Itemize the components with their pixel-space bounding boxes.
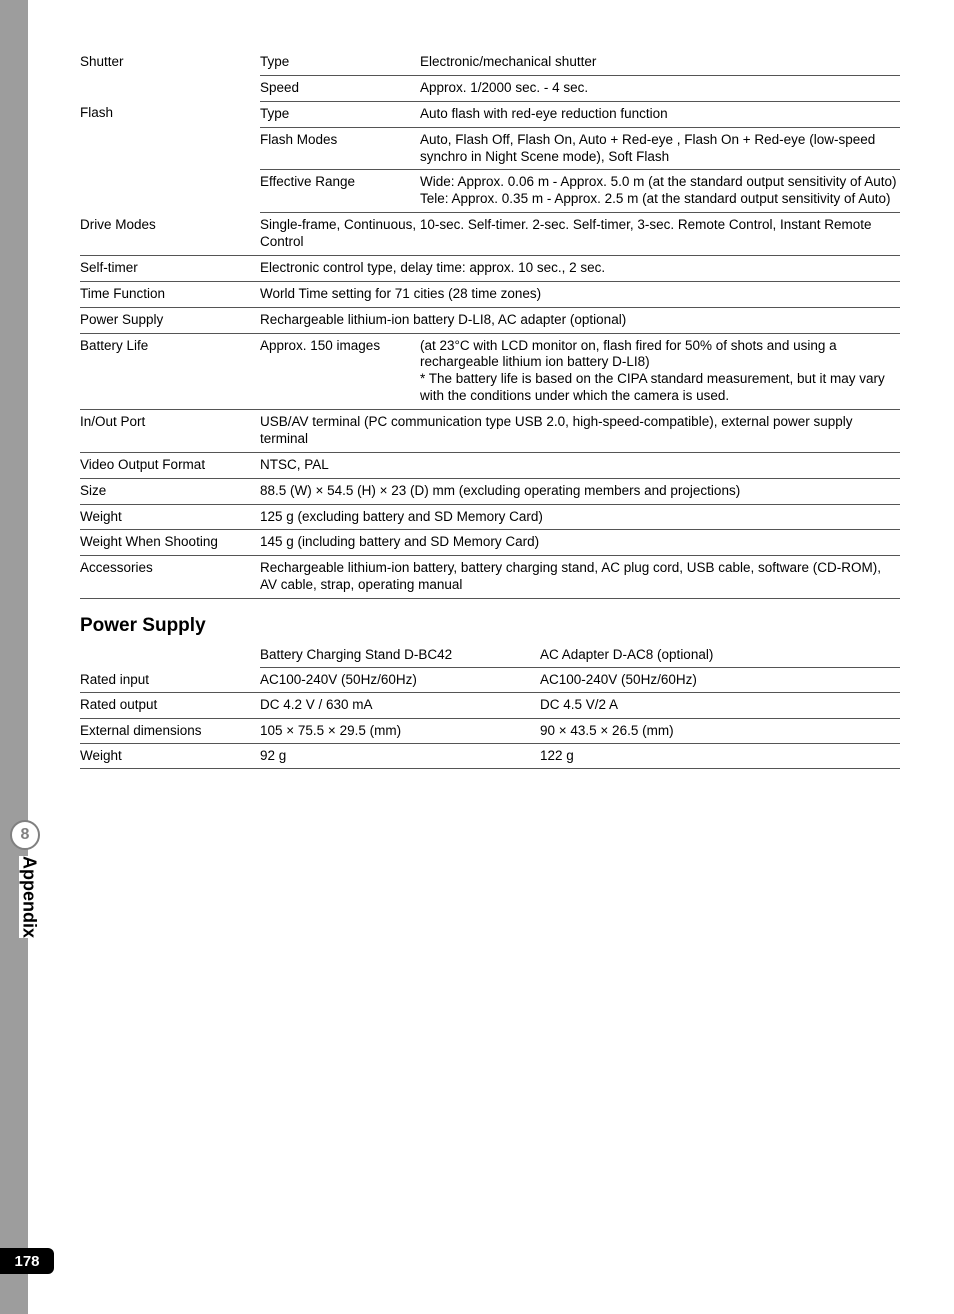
- table-row: Shutter Type Electronic/mechanical shutt…: [80, 50, 900, 75]
- table-row: Weight When Shooting 145 g (including ba…: [80, 530, 900, 556]
- main-content: Shutter Type Electronic/mechanical shutt…: [80, 50, 900, 769]
- spec-subkey: Type: [260, 50, 420, 75]
- spec-key: Video Output Format: [80, 452, 260, 478]
- table-row: Accessories Rechargeable lithium-ion bat…: [80, 556, 900, 599]
- ps-value: AC100-240V (50Hz/60Hz): [540, 668, 900, 693]
- table-row: Battery Life Approx. 150 images (at 23°C…: [80, 333, 900, 410]
- power-supply-table: Battery Charging Stand D-BC42 AC Adapter…: [80, 643, 900, 769]
- section-number-circle: 8: [10, 820, 40, 850]
- specifications-table: Shutter Type Electronic/mechanical shutt…: [80, 50, 900, 599]
- ps-key: Rated input: [80, 668, 260, 693]
- table-row: Power Supply Rechargeable lithium-ion ba…: [80, 307, 900, 333]
- spec-value: Electronic control type, delay time: app…: [260, 255, 900, 281]
- table-row: Time Function World Time setting for 71 …: [80, 281, 900, 307]
- spec-subkey: Speed: [260, 75, 420, 101]
- spec-key: Time Function: [80, 281, 260, 307]
- ps-key: Rated output: [80, 693, 260, 718]
- table-row: External dimensions 105 × 75.5 × 29.5 (m…: [80, 718, 900, 743]
- ps-value: AC100-240V (50Hz/60Hz): [260, 668, 540, 693]
- spec-value: Rechargeable lithium-ion battery, batter…: [260, 556, 900, 599]
- power-supply-heading: Power Supply: [80, 615, 900, 637]
- table-row: Video Output Format NTSC, PAL: [80, 452, 900, 478]
- spec-key: Weight: [80, 504, 260, 530]
- ps-value: DC 4.2 V / 630 mA: [260, 693, 540, 718]
- spec-value: Approx. 1/2000 sec. - 4 sec.: [420, 75, 900, 101]
- spec-value: World Time setting for 71 cities (28 tim…: [260, 281, 900, 307]
- table-row: Weight 125 g (excluding battery and SD M…: [80, 504, 900, 530]
- table-row: Size 88.5 (W) × 54.5 (H) × 23 (D) mm (ex…: [80, 478, 900, 504]
- table-header-row: Battery Charging Stand D-BC42 AC Adapter…: [80, 643, 900, 668]
- table-row: Flash Type Auto flash with red-eye reduc…: [80, 101, 900, 127]
- spec-key: Size: [80, 478, 260, 504]
- spec-value: Wide: Approx. 0.06 m - Approx. 5.0 m (at…: [420, 170, 900, 213]
- spec-value: 145 g (including battery and SD Memory C…: [260, 530, 900, 556]
- spec-value: NTSC, PAL: [260, 452, 900, 478]
- spec-subkey: Flash Modes: [260, 127, 420, 170]
- spec-subkey: Effective Range: [260, 170, 420, 213]
- table-row: Rated input AC100-240V (50Hz/60Hz) AC100…: [80, 668, 900, 693]
- appendix-side-tab: 8 Appendix: [0, 820, 50, 938]
- page-number: 178: [0, 1248, 54, 1274]
- ps-value: 92 g: [260, 743, 540, 768]
- spec-value: Auto flash with red-eye reduction functi…: [420, 101, 900, 127]
- ps-value: DC 4.5 V/2 A: [540, 693, 900, 718]
- gray-sidebar: [0, 0, 28, 1314]
- table-row: In/Out Port USB/AV terminal (PC communic…: [80, 410, 900, 453]
- spec-key: Power Supply: [80, 307, 260, 333]
- spec-key: Accessories: [80, 556, 260, 599]
- ps-value: 105 × 75.5 × 29.5 (mm): [260, 718, 540, 743]
- ps-header-cell: AC Adapter D-AC8 (optional): [540, 643, 900, 668]
- spec-value: Rechargeable lithium-ion battery D-LI8, …: [260, 307, 900, 333]
- spec-subkey: Type: [260, 101, 420, 127]
- spec-key: Shutter: [80, 50, 260, 101]
- spec-key: Drive Modes: [80, 213, 260, 256]
- spec-value: Auto, Flash Off, Flash On, Auto + Red-ey…: [420, 127, 900, 170]
- table-row: Rated output DC 4.2 V / 630 mA DC 4.5 V/…: [80, 693, 900, 718]
- spec-subkey: Approx. 150 images: [260, 333, 420, 410]
- spec-value: Electronic/mechanical shutter: [420, 50, 900, 75]
- table-row: Weight 92 g 122 g: [80, 743, 900, 768]
- ps-header-cell: Battery Charging Stand D-BC42: [260, 643, 540, 668]
- ps-key: Weight: [80, 743, 260, 768]
- spec-key: Self-timer: [80, 255, 260, 281]
- spec-key: Battery Life: [80, 333, 260, 410]
- ps-key: External dimensions: [80, 718, 260, 743]
- spec-key: In/Out Port: [80, 410, 260, 453]
- table-row: Self-timer Electronic control type, dela…: [80, 255, 900, 281]
- ps-value: 122 g: [540, 743, 900, 768]
- ps-value: 90 × 43.5 × 26.5 (mm): [540, 718, 900, 743]
- appendix-label: Appendix: [19, 856, 44, 938]
- spec-value: (at 23°C with LCD monitor on, flash fire…: [420, 333, 900, 410]
- spec-value: 125 g (excluding battery and SD Memory C…: [260, 504, 900, 530]
- ps-header-cell: [80, 643, 260, 668]
- spec-value: Single-frame, Continuous, 10-sec. Self-t…: [260, 213, 900, 256]
- spec-key: Flash: [80, 101, 260, 212]
- spec-value: 88.5 (W) × 54.5 (H) × 23 (D) mm (excludi…: [260, 478, 900, 504]
- spec-key: Weight When Shooting: [80, 530, 260, 556]
- spec-value: USB/AV terminal (PC communication type U…: [260, 410, 900, 453]
- table-row: Drive Modes Single-frame, Continuous, 10…: [80, 213, 900, 256]
